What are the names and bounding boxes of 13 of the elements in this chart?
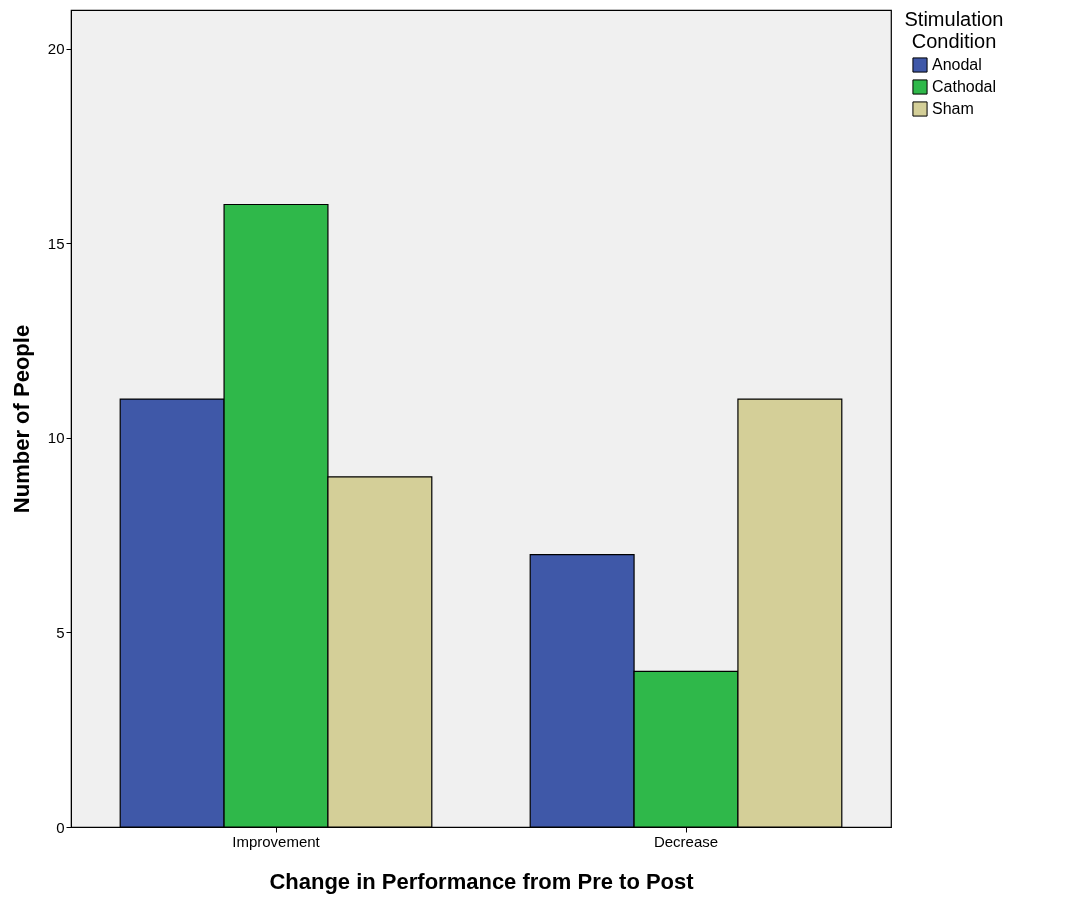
y-tick-label: 10 (47, 429, 65, 447)
x-tick-label: Decrease (653, 832, 719, 850)
legend-title: Stimulation Condition (904, 8, 1004, 52)
y-tick-label: 0 (56, 818, 65, 836)
legend-label: Cathodal (932, 78, 997, 95)
y-axis-title: Number of People (8, 324, 34, 514)
x-axis-title: Change in Performance from Pre to Post (269, 868, 695, 894)
y-tick-label: 20 (47, 40, 65, 58)
legend-label: Sham (932, 100, 974, 117)
x-tick-label: Improvement (232, 832, 321, 850)
legend-label: Anodal (932, 56, 982, 73)
y-tick-label: 5 (56, 623, 65, 641)
y-tick-label: 15 (47, 234, 65, 252)
